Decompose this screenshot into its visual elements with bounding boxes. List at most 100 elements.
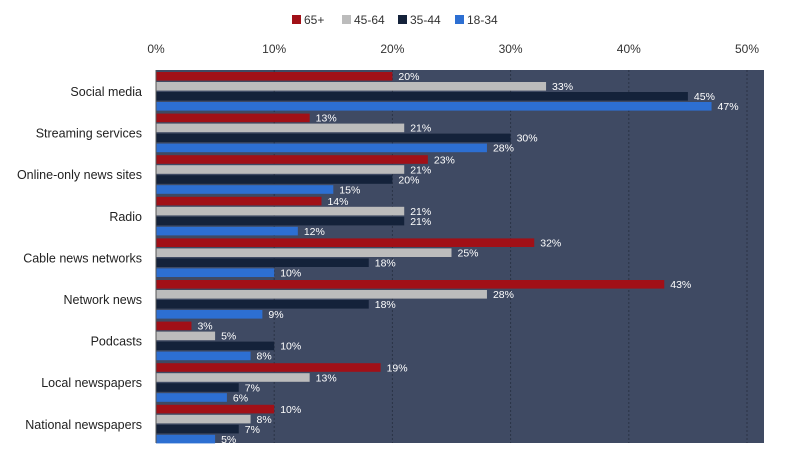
bar-social-media-18-34 <box>156 102 712 111</box>
category-label-radio: Radio <box>109 210 142 224</box>
data-label-social-media-65: 20% <box>398 71 419 83</box>
x-tick-label: 30% <box>499 42 523 56</box>
data-label-streaming-services-35-44: 30% <box>517 133 538 145</box>
data-label-streaming-services-65: 13% <box>316 113 337 125</box>
category-label-network-news: Network news <box>64 293 143 307</box>
bar-radio-35-44 <box>156 216 405 226</box>
bar-podcasts-45-64 <box>156 331 216 341</box>
bar-national-newspapers-65 <box>156 404 275 414</box>
bar-social-media-45-64 <box>156 82 547 91</box>
data-labels: 20%33%45%47%13%21%30%28%23%21%20%15%14%2… <box>197 71 738 446</box>
bar-network-news-35-44 <box>156 300 369 309</box>
bar-streaming-services-65 <box>156 113 310 123</box>
bar-cable-news-networks-18-34 <box>156 268 275 277</box>
x-tick-label: 0% <box>147 42 165 56</box>
bar-national-newspapers-45-64 <box>156 414 251 424</box>
data-label-local-newspapers-65: 19% <box>387 362 408 374</box>
legend-swatch-18-34 <box>455 15 464 24</box>
bar-national-newspapers-18-34 <box>156 434 216 444</box>
data-label-network-news-35-44: 18% <box>375 299 396 311</box>
data-label-local-newspapers-35-44: 7% <box>245 382 260 394</box>
bar-network-news-45-64 <box>156 290 487 299</box>
bar-radio-18-34 <box>156 226 298 236</box>
bar-online-only-news-sites-18-34 <box>156 185 334 194</box>
bar-streaming-services-35-44 <box>156 133 511 143</box>
bar-online-only-news-sites-35-44 <box>156 175 393 184</box>
data-label-network-news-45-64: 28% <box>493 289 514 301</box>
bar-cable-news-networks-45-64 <box>156 248 452 257</box>
bar-local-newspapers-65 <box>156 363 381 372</box>
bar-radio-65 <box>156 196 322 206</box>
category-label-streaming-services: Streaming services <box>36 127 142 141</box>
data-label-online-only-news-sites-65: 23% <box>434 154 455 166</box>
legend-label-18-34: 18-34 <box>467 13 498 27</box>
category-label-local-newspapers: Local newspapers <box>41 376 142 390</box>
bar-streaming-services-45-64 <box>156 123 405 133</box>
category-label-online-only-news-sites: Online-only news sites <box>17 168 142 182</box>
bar-network-news-18-34 <box>156 310 263 319</box>
legend-swatch-45-64 <box>342 15 351 24</box>
data-label-local-newspapers-18-34: 6% <box>233 392 248 404</box>
category-label-social-media: Social media <box>70 85 142 99</box>
bar-podcasts-35-44 <box>156 341 275 351</box>
data-label-cable-news-networks-65: 32% <box>540 238 561 250</box>
bars <box>156 72 712 444</box>
data-label-radio-18-34: 12% <box>304 226 325 238</box>
data-label-cable-news-networks-18-34: 10% <box>280 268 301 280</box>
bar-online-only-news-sites-45-64 <box>156 165 405 174</box>
bar-podcasts-65 <box>156 321 192 331</box>
data-label-streaming-services-45-64: 21% <box>410 123 431 135</box>
data-label-online-only-news-sites-35-44: 20% <box>398 174 419 186</box>
data-label-national-newspapers-45-64: 8% <box>257 414 272 426</box>
bar-network-news-65 <box>156 280 665 289</box>
data-label-streaming-services-18-34: 28% <box>493 143 514 155</box>
data-label-radio-65: 14% <box>327 196 348 208</box>
bar-radio-45-64 <box>156 206 405 216</box>
data-label-cable-news-networks-35-44: 18% <box>375 258 396 270</box>
bar-cable-news-networks-35-44 <box>156 258 369 267</box>
data-label-online-only-news-sites-18-34: 15% <box>339 184 360 196</box>
bar-podcasts-18-34 <box>156 351 251 361</box>
bar-local-newspapers-18-34 <box>156 393 227 402</box>
bar-social-media-35-44 <box>156 92 688 101</box>
x-tick-label: 50% <box>735 42 759 56</box>
legend-label-65: 65+ <box>304 13 324 27</box>
x-tick-label: 20% <box>380 42 404 56</box>
bar-cable-news-networks-65 <box>156 238 535 247</box>
data-label-social-media-18-34: 47% <box>718 101 739 113</box>
data-label-podcasts-45-64: 5% <box>221 331 236 343</box>
bar-local-newspapers-35-44 <box>156 383 239 392</box>
legend: 65+ 45-64 35-44 18-34 <box>292 13 498 27</box>
data-label-national-newspapers-35-44: 7% <box>245 424 260 436</box>
x-tick-label: 40% <box>617 42 641 56</box>
data-label-podcasts-35-44: 10% <box>280 341 301 353</box>
data-label-social-media-35-44: 45% <box>694 91 715 103</box>
legend-label-45-64: 45-64 <box>354 13 385 27</box>
data-label-cable-news-networks-45-64: 25% <box>458 248 479 260</box>
category-label-podcasts: Podcasts <box>91 335 142 349</box>
data-label-national-newspapers-18-34: 5% <box>221 434 236 446</box>
bar-local-newspapers-45-64 <box>156 373 310 382</box>
data-label-radio-35-44: 21% <box>410 216 431 228</box>
x-tick-label: 10% <box>262 42 286 56</box>
category-label-cable-news-networks: Cable news networks <box>23 251 142 265</box>
legend-swatch-35-44 <box>398 15 407 24</box>
data-label-radio-45-64: 21% <box>410 206 431 218</box>
category-label-national-newspapers: National newspapers <box>25 418 142 432</box>
data-label-podcasts-18-34: 8% <box>257 351 272 363</box>
bar-streaming-services-18-34 <box>156 143 487 153</box>
data-label-podcasts-65: 3% <box>197 321 212 333</box>
data-label-local-newspapers-45-64: 13% <box>316 372 337 384</box>
data-label-national-newspapers-65: 10% <box>280 404 301 416</box>
data-label-social-media-45-64: 33% <box>552 81 573 93</box>
data-label-online-only-news-sites-45-64: 21% <box>410 164 431 176</box>
bar-online-only-news-sites-65 <box>156 155 428 164</box>
data-label-network-news-18-34: 9% <box>268 309 283 321</box>
legend-label-35-44: 35-44 <box>410 13 441 27</box>
bar-national-newspapers-35-44 <box>156 424 239 434</box>
data-label-network-news-65: 43% <box>670 279 691 291</box>
legend-swatch-65 <box>292 15 301 24</box>
bar-social-media-65 <box>156 72 393 81</box>
